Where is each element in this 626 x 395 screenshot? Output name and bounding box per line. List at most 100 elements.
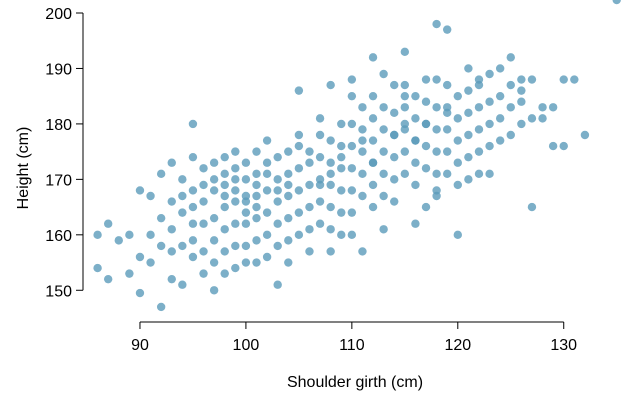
- y-tick-label: 150: [45, 283, 72, 300]
- data-point: [241, 208, 251, 217]
- data-point: [495, 114, 505, 123]
- data-point: [231, 186, 240, 195]
- data-points: [93, 0, 621, 312]
- data-point: [220, 191, 229, 201]
- x-axis-ticks: 90 100 110 120 130: [131, 322, 577, 354]
- data-point: [284, 236, 293, 245]
- data-point: [368, 202, 378, 212]
- data-point: [315, 152, 325, 162]
- data-point: [453, 114, 462, 123]
- data-point: [284, 213, 293, 223]
- data-point: [379, 169, 388, 179]
- data-point: [326, 158, 335, 167]
- data-point: [93, 263, 102, 273]
- data-point: [506, 103, 515, 112]
- data-point: [442, 169, 452, 179]
- data-point: [135, 186, 145, 195]
- data-point: [379, 191, 388, 201]
- x-tick-label: 130: [550, 337, 577, 354]
- data-point: [347, 119, 357, 129]
- data-point: [368, 180, 378, 190]
- data-point: [252, 236, 261, 245]
- data-point: [231, 197, 240, 206]
- data-point: [252, 191, 261, 201]
- data-point: [432, 103, 441, 112]
- data-point: [442, 103, 452, 112]
- data-point: [273, 241, 282, 251]
- data-point: [527, 202, 537, 212]
- data-point: [114, 236, 123, 245]
- data-point: [337, 230, 346, 240]
- data-point: [262, 186, 272, 195]
- data-point: [156, 213, 166, 223]
- data-point: [294, 208, 304, 217]
- data-point: [453, 230, 462, 240]
- data-point: [231, 147, 240, 156]
- data-point: [188, 119, 198, 129]
- data-point: [358, 169, 367, 179]
- data-point: [400, 169, 410, 179]
- data-point: [411, 136, 420, 145]
- data-point: [156, 302, 166, 312]
- data-point: [421, 75, 431, 84]
- data-point: [294, 164, 304, 173]
- x-tick-label: 100: [233, 337, 260, 354]
- data-point: [400, 47, 410, 57]
- data-point: [432, 147, 441, 156]
- data-point: [390, 152, 399, 162]
- x-tick-label: 110: [339, 337, 365, 354]
- data-point: [305, 202, 314, 212]
- data-point: [209, 213, 219, 223]
- data-point: [442, 125, 452, 134]
- data-point: [368, 53, 378, 62]
- data-point: [337, 119, 346, 129]
- data-point: [231, 263, 240, 273]
- data-point: [337, 141, 346, 151]
- data-point: [411, 219, 420, 228]
- data-point: [506, 130, 515, 140]
- data-point: [506, 53, 515, 62]
- data-point: [167, 274, 176, 284]
- x-tick-label: 90: [131, 337, 149, 354]
- data-point: [347, 208, 357, 217]
- data-point: [188, 186, 198, 195]
- data-point: [347, 186, 357, 195]
- data-point: [400, 103, 410, 112]
- data-point: [305, 247, 314, 256]
- data-point: [495, 91, 505, 101]
- data-point: [199, 180, 208, 190]
- y-axis-ticks: 150 160 170 180 190 200: [45, 6, 83, 300]
- data-point: [390, 80, 399, 90]
- data-point: [495, 64, 505, 73]
- data-point: [527, 114, 537, 123]
- data-point: [262, 136, 272, 145]
- data-point: [273, 280, 282, 289]
- data-point: [347, 230, 357, 240]
- data-point: [220, 202, 229, 212]
- data-point: [358, 125, 367, 134]
- data-point: [178, 175, 187, 184]
- data-point: [103, 274, 113, 284]
- data-point: [315, 114, 325, 123]
- data-point: [570, 75, 579, 84]
- data-point: [548, 141, 558, 151]
- data-point: [390, 197, 399, 206]
- data-point: [347, 91, 357, 101]
- data-point: [273, 197, 282, 206]
- data-point: [294, 141, 304, 151]
- data-point: [209, 175, 219, 184]
- data-point: [241, 191, 251, 201]
- data-point: [464, 86, 473, 95]
- data-point: [188, 236, 198, 245]
- data-point: [474, 75, 484, 84]
- data-point: [337, 186, 346, 195]
- data-point: [209, 186, 219, 195]
- data-point: [474, 125, 484, 134]
- data-point: [135, 252, 145, 262]
- data-point: [199, 219, 208, 228]
- data-point: [495, 136, 505, 145]
- data-point: [146, 191, 155, 201]
- data-point: [209, 286, 219, 295]
- data-point: [358, 147, 367, 156]
- data-point: [400, 147, 410, 156]
